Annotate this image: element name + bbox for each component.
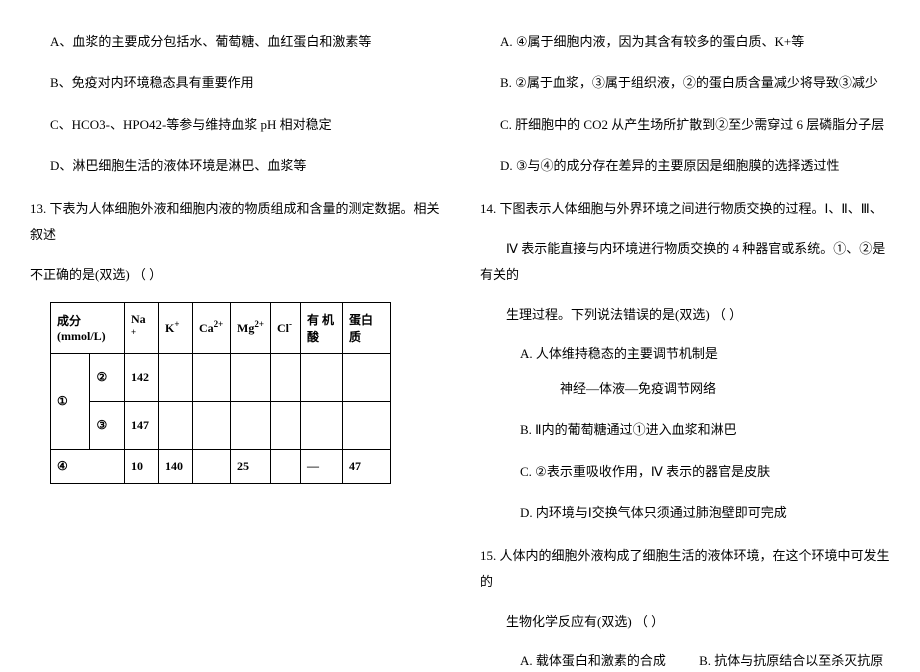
opt-a: A、血浆的主要成分包括水、葡萄糖、血红蛋白和激素等 xyxy=(50,30,440,53)
cell-1: ① xyxy=(51,353,90,449)
cell-val: 147 xyxy=(125,401,159,449)
hdr-ca: Ca2+ xyxy=(193,302,231,353)
hdr-cl: Cl- xyxy=(270,302,300,353)
q14-opt-c: C. ②表示重吸收作用，Ⅳ 表示的器官是皮肤 xyxy=(520,460,890,483)
q14-line2: Ⅳ 表示能直接与内环境进行物质交换的 4 种器官或系统。①、②是有关的 xyxy=(480,236,890,288)
q14-line1: 14. 下图表示人体细胞与外界环境之间进行物质交换的过程。Ⅰ、Ⅱ、Ⅲ、 xyxy=(480,196,890,222)
q14-opt-b: B. Ⅱ内的葡萄糖通过①进入血浆和淋巴 xyxy=(520,418,890,441)
right-column: A. ④属于细胞内液，因为其含有较多的蛋白质、K+等 B. ②属于血浆，③属于组… xyxy=(480,20,890,630)
hdr-component: 成分(mmol/L) xyxy=(51,302,125,353)
table-header-row: 成分(mmol/L) Na+ K+ Ca2+ Mg2+ Cl- 有 机酸 蛋白质 xyxy=(51,302,391,353)
left-column: A、血浆的主要成分包括水、葡萄糖、血红蛋白和激素等 B、免疫对内环境稳态具有重要… xyxy=(30,20,440,630)
opt-d: D、淋巴细胞生活的液体环境是淋巴、血浆等 xyxy=(50,154,440,177)
q15-line1: 15. 人体内的细胞外液构成了细胞生活的液体环境，在这个环境中可发生的 xyxy=(480,543,890,595)
opt-c: C. 肝细胞中的 CO2 从产生场所扩散到②至少需穿过 6 层磷脂分子层 xyxy=(500,113,890,136)
q15-opt-a: A. 载体蛋白和激素的合成 xyxy=(520,653,666,668)
q13-line2: 不正确的是(双选) （ ） xyxy=(30,262,440,288)
q13-text: 不正确的是(双选) xyxy=(30,267,130,282)
hdr-k: K+ xyxy=(159,302,193,353)
cell-4: ④ xyxy=(51,449,125,483)
q14-opt-a-l1: A. 人体维持稳态的主要调节机制是 xyxy=(520,342,890,365)
hdr-protein: 蛋白质 xyxy=(342,302,390,353)
q13-paren: （ ） xyxy=(133,267,162,282)
hdr-mg: Mg2+ xyxy=(231,302,271,353)
cell-val: 142 xyxy=(125,353,159,401)
opt-c: C、HCO3-、HPO42-等参与维持血浆 pH 相对稳定 xyxy=(50,113,440,136)
cell-val: — xyxy=(300,449,342,483)
cell-val: 47 xyxy=(342,449,390,483)
cell-val: 25 xyxy=(231,449,271,483)
hdr-organic: 有 机酸 xyxy=(300,302,342,353)
hdr-na: Na+ xyxy=(125,302,159,353)
q15-opts: A. 载体蛋白和激素的合成 B. 抗体与抗原结合以至杀灭抗原 xyxy=(520,649,890,672)
q15-line2: 生物化学反应有(双选) （ ） xyxy=(480,609,890,635)
opt-a: A. ④属于细胞内液，因为其含有较多的蛋白质、K+等 xyxy=(500,30,890,53)
q13-line1: 13. 下表为人体细胞外液和细胞内液的物质组成和含量的测定数据。相关叙述 xyxy=(30,196,440,248)
q14-opt-a-l2: 神经—体液—免疫调节网络 xyxy=(560,377,890,400)
table-row: ① ② 142 xyxy=(51,353,391,401)
opt-b: B. ②属于血浆，③属于组织液，②的蛋白质含量减少将导致③减少 xyxy=(500,71,890,94)
cell-val: 140 xyxy=(159,449,193,483)
composition-table: 成分(mmol/L) Na+ K+ Ca2+ Mg2+ Cl- 有 机酸 蛋白质… xyxy=(50,302,391,484)
opt-b: B、免疫对内环境稳态具有重要作用 xyxy=(50,71,440,94)
opt-d: D. ③与④的成分存在差异的主要原因是细胞膜的选择透过性 xyxy=(500,154,890,177)
q15-opt-b: B. 抗体与抗原结合以至杀灭抗原 xyxy=(699,653,883,668)
cell-2: ② xyxy=(90,353,125,401)
cell-3: ③ xyxy=(90,401,125,449)
cell-val: 10 xyxy=(125,449,159,483)
table-row: ③ 147 xyxy=(51,401,391,449)
q14-opt-d: D. 内环境与Ⅰ交换气体只须通过肺泡壁即可完成 xyxy=(520,501,890,524)
table-row: ④ 10 140 25 — 47 xyxy=(51,449,391,483)
q14-line3: 生理过程。下列说法错误的是(双选) （ ） xyxy=(480,302,890,328)
